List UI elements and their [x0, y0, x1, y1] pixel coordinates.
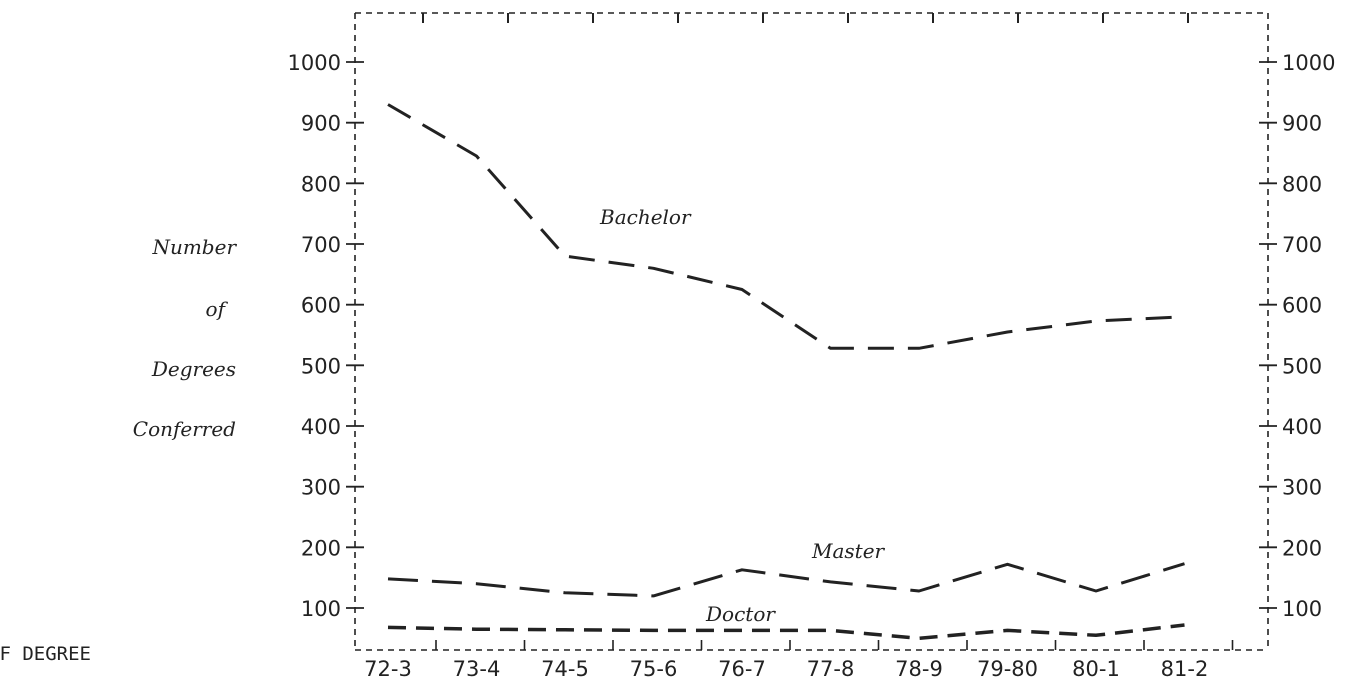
plot-frame [354, 12, 1269, 651]
series-label-bachelor: Bachelor [599, 205, 692, 229]
x-tick-label: 72-3 [364, 657, 412, 678]
x-tick-label: 74-5 [541, 657, 589, 678]
series-line-doctor [387, 623, 1185, 641]
x-tick-label: 73-4 [453, 657, 501, 678]
y-tick-right-label: 400 [1282, 415, 1322, 439]
y-tick-left-label: 100 [301, 597, 341, 621]
x-tick-label: 75-6 [630, 657, 678, 678]
y-tick-right-label: 900 [1282, 112, 1322, 136]
y-tick-left-label: 600 [301, 294, 341, 318]
y-axis-left: 100 200 300 400 500 600 700 800 900 1000 [288, 51, 364, 621]
y-tick-left-label: 700 [301, 233, 341, 257]
bottom-caption: OF DEGREE [0, 643, 91, 665]
y-tick-right-label: 100 [1282, 597, 1322, 621]
y-tick-left-label: 500 [301, 354, 341, 378]
y-tick-left-label: 1000 [288, 51, 341, 75]
y-tick-left-label: 200 [301, 536, 341, 560]
series-label-doctor: Doctor [705, 602, 776, 626]
y-tick-right-label: 700 [1282, 233, 1322, 257]
y-tick-right-label: 300 [1282, 476, 1322, 500]
series-line-bachelor [387, 103, 1185, 350]
y-tick-left-label: 800 [301, 172, 341, 196]
ylabel-line-2: of [206, 297, 229, 321]
ylabel-line-4: Conferred [133, 417, 236, 441]
y-tick-right-label: 500 [1282, 354, 1322, 378]
series-label-master: Master [811, 539, 886, 563]
series-lines [387, 103, 1185, 641]
y-tick-right-label: 1000 [1282, 51, 1335, 75]
x-tick-label: 77-8 [807, 657, 855, 678]
ylabel-line-1: Number [151, 235, 237, 259]
y-tick-left-label: 900 [301, 112, 341, 136]
y-tick-right-label: 600 [1282, 294, 1322, 318]
y-axis-right: 100 200 300 400 500 600 700 800 900 1000 [1259, 51, 1335, 621]
x-tick-label: 81-2 [1161, 657, 1209, 678]
y-tick-right-label: 800 [1282, 172, 1322, 196]
x-tick-label: 79-80 [977, 657, 1038, 678]
x-axis: 72-3 73-4 74-5 75-6 76-7 77-8 78-9 79-80 80-1 81-… [364, 640, 1234, 678]
y-axis-label: Number of Degrees Conferred [133, 235, 238, 441]
ylabel-line-3: Degrees [151, 357, 236, 381]
x-tick-label: 76-7 [718, 657, 766, 678]
series-line-master [387, 562, 1185, 598]
y-tick-left-label: 300 [301, 476, 341, 500]
y-tick-right-label: 200 [1282, 536, 1322, 560]
x-tick-label: 80-1 [1072, 657, 1120, 678]
y-tick-left-label: 400 [301, 415, 341, 439]
x-tick-label: 78-9 [895, 657, 943, 678]
